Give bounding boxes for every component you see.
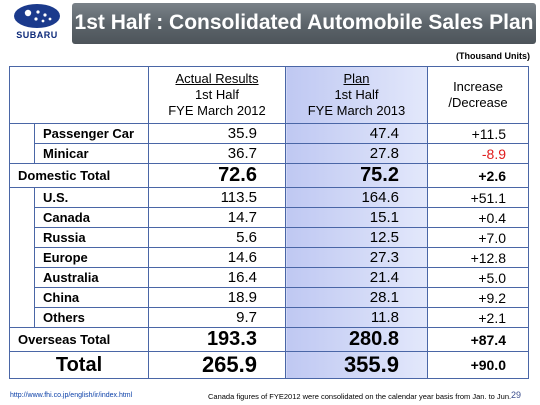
table-row: Passenger Car 35.9 47.4 +11.5 [9,123,529,164]
plan-value: 11.8 [285,307,428,328]
plan-value: 47.4 [285,123,428,144]
actual-value: 36.7 [148,143,286,164]
actual-value: 265.9 [148,351,286,379]
plan-value: 75.2 [285,163,428,188]
row-label: Europe [34,247,149,268]
increase-value: +90.0 [427,351,529,379]
plan-value: 280.8 [285,327,428,352]
col-increase-subtitle: /Decrease [448,95,508,110]
increase-value: +9.2 [427,287,529,308]
table-row: Australia 16.4 21.4 +5.0 [10,267,529,288]
col-plan-year: FYE March 2013 [307,103,406,118]
plan-value: 21.4 [285,267,428,288]
increase-value: +12.8 [427,247,529,268]
col-actual-title: Actual Results [175,71,259,86]
page-title: 1st Half : Consolidated Automobile Sales… [74,11,534,34]
grand-total-row: Total 265.9 355.9 +90.0 [9,351,529,379]
plan-value: 164.6 [285,187,428,208]
table-row: Canada 14.7 15.1 +0.4 [10,207,529,228]
table-row: U.S. 113.5 164.6 +51.1 [9,187,529,328]
col-actual-year: FYE March 2012 [168,103,266,118]
table-row: Minicar 36.7 27.8 -8.9 [10,143,529,164]
col-actual-period: 1st Half [194,87,240,102]
domestic-total-row: Domestic Total 72.6 75.2 +2.6 [9,163,529,188]
col-plan-header: Plan 1st Half FYE March 2013 [285,66,428,124]
increase-value: +0.4 [427,207,529,228]
actual-value: 72.6 [148,163,286,188]
actual-value: 193.3 [148,327,286,352]
table-row: China 18.9 28.1 +9.2 [10,287,529,308]
col-increase-header: Increase /Decrease [427,66,529,124]
row-label: Minicar [34,143,149,164]
plan-value: 27.3 [285,247,428,268]
actual-value: 5.6 [148,227,286,248]
title-bar: 1st Half : Consolidated Automobile Sales… [72,3,536,44]
sales-plan-table: Actual Results 1st Half FYE March 2012 P… [9,66,529,379]
ir-website-link[interactable]: http://www.fhi.co.jp/english/ir/index.ht… [10,392,133,399]
row-label: Canada [34,207,149,228]
col-plan-period: 1st Half [334,87,379,102]
col-increase-title: Increase [453,79,503,94]
actual-value: 113.5 [148,187,286,208]
actual-value: 16.4 [148,267,286,288]
increase-value: +5.0 [427,267,529,288]
footnote: Canada figures of FYE2012 were consolida… [208,392,512,401]
row-label: Total [9,351,149,379]
col-actual-header: Actual Results 1st Half FYE March 2012 [148,66,286,124]
brand-name: SUBARU [16,30,58,40]
actual-value: 14.6 [148,247,286,268]
header-empty-cell [9,66,149,124]
header-row: Actual Results 1st Half FYE March 2012 P… [9,66,529,124]
increase-value: +87.4 [427,327,529,352]
plan-value: 355.9 [285,351,428,379]
overseas-total-row: Overseas Total 193.3 280.8 +87.4 [9,327,529,352]
page-number: 29 [511,390,522,400]
overseas-indent-cell [9,187,35,328]
row-label: Passenger Car [34,123,149,144]
actual-value: 9.7 [148,307,286,328]
subaru-logo: SUBARU [6,4,68,44]
table-row: Others 9.7 11.8 +2.1 [10,307,529,328]
increase-value: +11.5 [427,123,529,144]
col-plan-title: Plan [343,71,370,86]
increase-value: +2.6 [427,163,529,188]
plan-value: 27.8 [285,143,428,164]
row-label: Australia [34,267,149,288]
plan-value: 28.1 [285,287,428,308]
increase-value: -8.9 [427,143,529,164]
pleiades-stars-icon [14,4,60,28]
row-label: Others [34,307,149,328]
plan-value: 15.1 [285,207,428,228]
actual-value: 35.9 [148,123,286,144]
actual-value: 18.9 [148,287,286,308]
row-label: China [34,287,149,308]
table-row: Europe 14.6 27.3 +12.8 [10,247,529,268]
actual-value: 14.7 [148,207,286,228]
row-label: Domestic Total [9,163,149,188]
units-label: (Thousand Units) [456,51,530,61]
domestic-indent-cell [9,123,35,164]
row-label: Russia [34,227,149,248]
table-row: Russia 5.6 12.5 +7.0 [10,227,529,248]
increase-value: +2.1 [427,307,529,328]
row-label: U.S. [34,187,149,208]
row-label: Overseas Total [9,327,149,352]
plan-value: 12.5 [285,227,428,248]
increase-value: +7.0 [427,227,529,248]
increase-value: +51.1 [427,187,529,208]
